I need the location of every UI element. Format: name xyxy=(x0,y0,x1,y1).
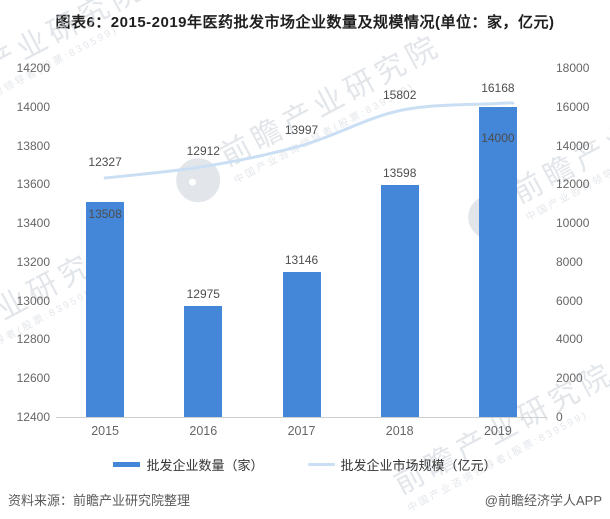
chart-title: 图表6：2015-2019年医药批发市场企业数量及规模情况(单位：家，亿元) xyxy=(55,14,555,31)
x-axis-label: 2017 xyxy=(287,424,316,438)
bar xyxy=(380,184,419,417)
x-axis-label: 2016 xyxy=(189,424,218,438)
line-point-label: 15802 xyxy=(383,87,417,102)
legend-label: 批发企业数量（家） xyxy=(146,458,264,473)
bar xyxy=(86,202,125,417)
y-axis-label-left: 13800 xyxy=(16,138,50,153)
bar-value-label: 14000 xyxy=(481,130,515,145)
y-axis-label-right: 8000 xyxy=(556,254,583,269)
y-axis-label-left: 13600 xyxy=(16,177,50,192)
legend-line-swatch xyxy=(307,463,335,466)
bar xyxy=(478,106,517,417)
source-note: 资料来源：前瞻产业研究院整理 xyxy=(8,493,191,508)
y-axis-label-left: 14000 xyxy=(16,99,50,114)
bar-value-label: 12975 xyxy=(186,286,220,301)
x-axis-label: 2019 xyxy=(483,424,512,438)
y-axis-label-right: 4000 xyxy=(556,332,583,347)
x-axis-label: 2015 xyxy=(91,424,119,438)
x-axis-line xyxy=(56,417,547,418)
legend-item[interactable]: 批发企业市场规模（亿元） xyxy=(307,455,497,474)
legend-item[interactable]: 批发企业数量（家） xyxy=(113,455,264,474)
app-credit: @前瞻经济学人APP xyxy=(484,493,602,508)
bar-value-label: 13508 xyxy=(88,207,122,222)
y-axis-label-left: 12400 xyxy=(16,410,50,424)
line-point-label: 12327 xyxy=(88,154,122,169)
x-axis-label: 2018 xyxy=(385,424,414,438)
y-axis-label-right: 14000 xyxy=(556,138,590,153)
y-axis-label-left: 12800 xyxy=(16,332,50,347)
bar-value-label: 13146 xyxy=(284,253,319,268)
y-axis-label-left: 12600 xyxy=(16,371,50,386)
y-axis-label-right: 12000 xyxy=(556,177,590,192)
bar-value-label: 13598 xyxy=(383,165,417,180)
y-axis-label-left: 13000 xyxy=(16,293,50,308)
legend-bar-swatch xyxy=(113,462,141,467)
y-axis-label-right: 16000 xyxy=(556,99,590,114)
y-axis-label-right: 2000 xyxy=(556,371,583,386)
line-point-label: 13997 xyxy=(284,122,319,137)
legend: 批发企业数量（家） 批发企业市场规模（亿元） xyxy=(0,455,610,474)
y-axis-label-left: 13200 xyxy=(16,254,50,269)
bar xyxy=(282,272,321,417)
bar xyxy=(184,305,223,417)
y-axis-label-right: 0 xyxy=(556,410,563,424)
y-axis-label-right: 10000 xyxy=(556,216,590,231)
line-point-label: 16168 xyxy=(481,80,515,95)
y-axis-label-right: 18000 xyxy=(556,61,590,75)
legend-label: 批发企业市场规模（亿元） xyxy=(340,458,497,473)
footer: 资料来源：前瞻产业研究院整理 @前瞻经济学人APP xyxy=(8,490,602,509)
y-axis-label-right: 6000 xyxy=(556,293,583,308)
line-point-label: 12912 xyxy=(186,143,220,158)
y-axis-label-left: 13400 xyxy=(16,216,50,231)
y-axis-label-left: 14200 xyxy=(16,61,50,75)
